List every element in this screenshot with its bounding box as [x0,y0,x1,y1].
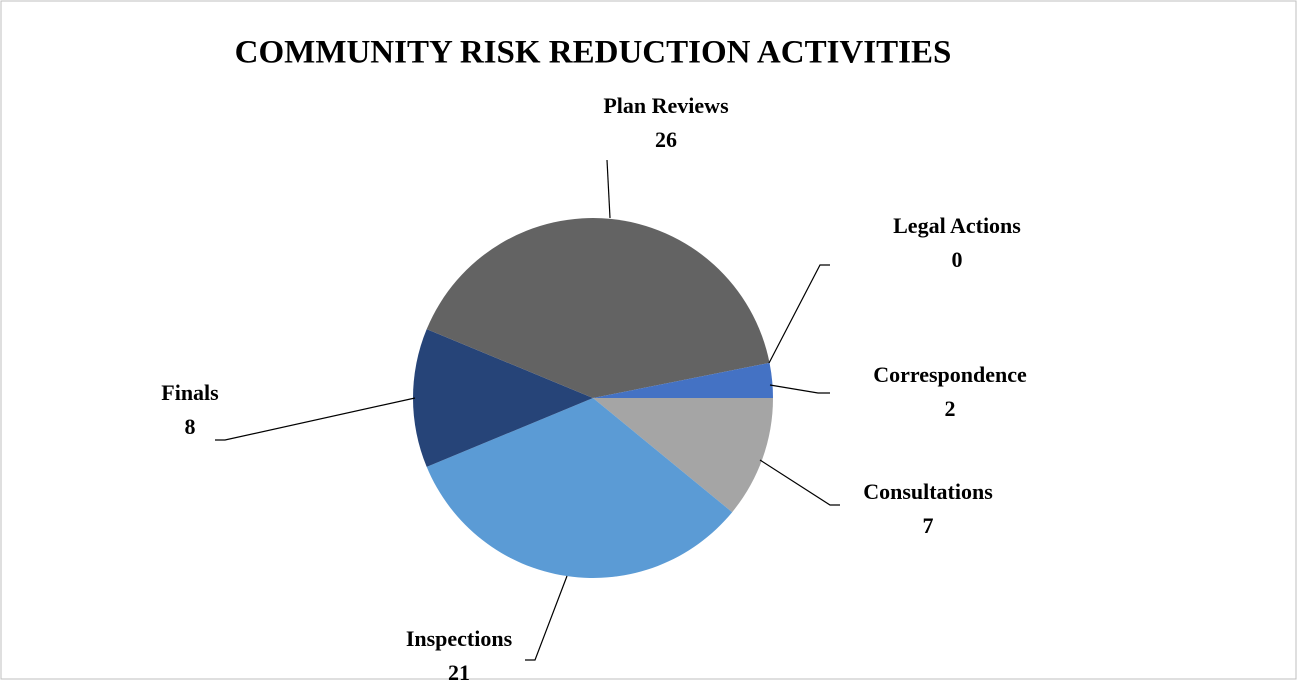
slice-value: 2 [945,396,956,421]
chart-title: COMMUNITY RISK REDUCTION ACTIVITIES [235,35,952,71]
slice-value: 0 [952,247,963,272]
slice-value: 21 [448,660,470,680]
leader-line [759,459,840,506]
slice-label: Inspections [406,626,513,651]
pie-slice [413,329,593,467]
leader-line [769,384,830,394]
leader-line [606,159,611,219]
slice-value: 26 [655,127,677,152]
slice-label: Finals [161,380,219,405]
slice-label: Consultations [863,479,993,504]
leader-line [767,264,830,366]
pie-slice [593,398,774,513]
slice-value: 7 [923,513,934,538]
slice-label: Correspondence [873,362,1027,387]
pie-slice [426,398,733,579]
pie-slice [426,218,770,398]
slice-label: Plan Reviews [603,93,729,118]
pie-slice [593,362,773,398]
slice-value: 8 [185,414,196,439]
leader-line [525,575,568,661]
slice-label: Legal Actions [893,213,1021,238]
leader-line [215,397,416,441]
